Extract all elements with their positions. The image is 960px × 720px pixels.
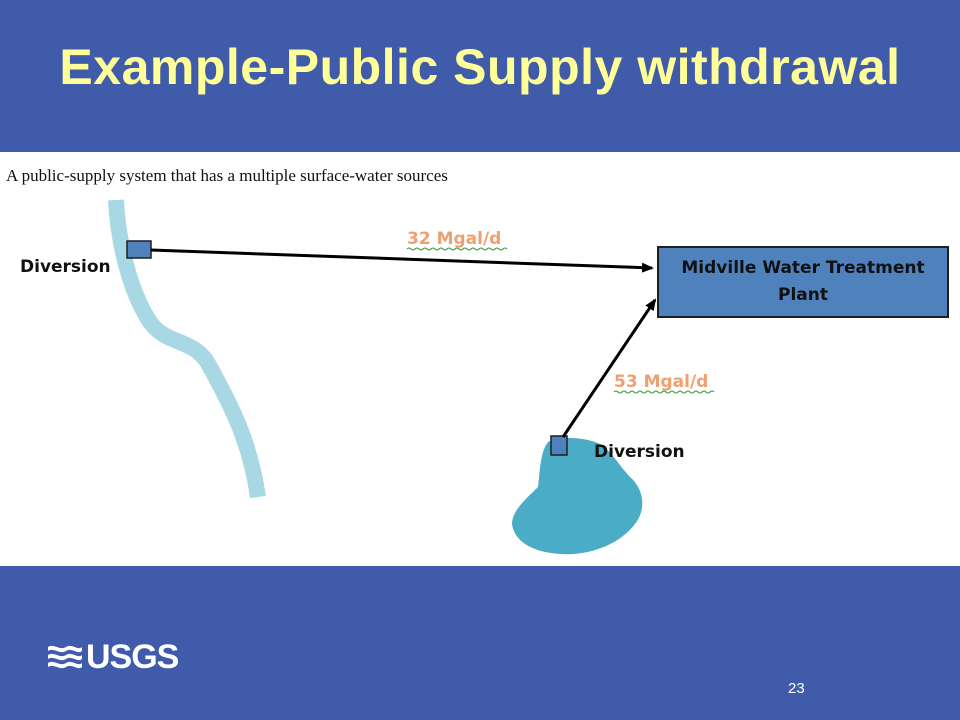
lake bbox=[512, 438, 643, 555]
page-number: 23 bbox=[788, 680, 805, 697]
lake-flow-arrow bbox=[561, 298, 657, 438]
river-flow-label-squiggle bbox=[406, 247, 508, 251]
river-flow-label: 32 Mgal/d bbox=[407, 229, 501, 249]
lake-flow-label-squiggle bbox=[613, 390, 715, 394]
title-bar: Example-Public Supply withdrawal bbox=[0, 0, 960, 150]
usgs-logo: USGS bbox=[48, 638, 179, 677]
lake-diversion-marker bbox=[550, 435, 568, 456]
river-diversion-label: Diversion bbox=[20, 257, 111, 277]
river-diversion-marker bbox=[126, 240, 152, 259]
slide-title: Example-Public Supply withdrawal bbox=[59, 39, 901, 95]
usgs-logo-text: USGS bbox=[86, 638, 179, 676]
footer-bar: USGS 23 bbox=[0, 566, 960, 720]
lake-diversion-label: Diversion bbox=[594, 442, 685, 462]
water-system-diagram: Diversion Diversion 32 Mgal/d 53 Mgal/d bbox=[20, 199, 715, 555]
treatment-plant-box: Midville Water Treatment Plant bbox=[657, 246, 949, 318]
treatment-plant-label: Midville Water Treatment Plant bbox=[681, 258, 925, 305]
diagram-caption: A public-supply system that has a multip… bbox=[6, 166, 448, 185]
river-flow-arrow bbox=[150, 248, 654, 273]
lake-flow-label: 53 Mgal/d bbox=[614, 372, 708, 392]
river bbox=[108, 199, 266, 499]
usgs-wave-icon bbox=[48, 645, 82, 668]
diagram-panel: A public-supply system that has a multip… bbox=[0, 152, 960, 566]
